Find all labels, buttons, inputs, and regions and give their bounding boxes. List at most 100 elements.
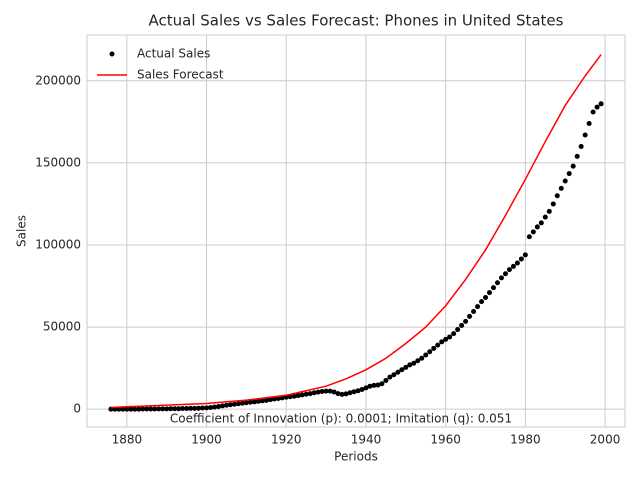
data-point (558, 185, 564, 191)
y-tick-label: 150000 (35, 155, 81, 169)
data-point (411, 360, 417, 366)
data-point (160, 406, 166, 412)
data-point (331, 389, 337, 395)
data-point (176, 406, 182, 412)
data-point (219, 403, 225, 409)
data-point (231, 401, 237, 407)
data-point (144, 406, 150, 412)
annotation: Coefficient of Innovation (p): 0.0001; I… (170, 412, 512, 426)
data-point (514, 260, 520, 266)
x-tick-label: 1880 (112, 433, 143, 447)
data-point (156, 406, 162, 412)
data-point (443, 336, 449, 342)
y-tick-label: 100000 (35, 237, 81, 251)
data-point (216, 404, 222, 410)
data-point (343, 391, 349, 397)
data-point (212, 404, 218, 410)
data-point (594, 104, 600, 110)
data-point (148, 406, 154, 412)
data-point (526, 234, 532, 240)
data-point (542, 214, 548, 220)
data-point (311, 390, 317, 396)
data-point (379, 381, 385, 387)
data-point (502, 271, 508, 277)
data-point (407, 362, 413, 368)
data-point (387, 374, 393, 380)
data-point (132, 406, 138, 412)
data-point (140, 406, 146, 412)
data-point (498, 275, 504, 281)
data-point (235, 401, 241, 407)
data-point (227, 402, 233, 408)
data-point (506, 267, 512, 273)
data-point (347, 390, 353, 396)
x-tick-label: 1900 (191, 433, 222, 447)
data-point (299, 392, 305, 398)
data-point (339, 391, 345, 397)
y-axis-label: Sales (15, 215, 29, 247)
data-point (180, 406, 186, 412)
plot-frame (86, 34, 626, 428)
data-point (427, 349, 433, 355)
data-point (303, 391, 309, 397)
x-tick-label: 2000 (590, 433, 621, 447)
data-point (319, 388, 325, 394)
data-point (204, 405, 210, 411)
data-point (423, 352, 429, 358)
data-point (295, 393, 301, 399)
data-point (447, 334, 453, 340)
data-point (598, 101, 604, 107)
data-point (534, 224, 540, 230)
x-tick-label: 1920 (271, 433, 302, 447)
data-point (359, 386, 365, 392)
data-point (431, 345, 437, 351)
data-point (275, 396, 281, 402)
data-point (263, 397, 269, 403)
data-point (120, 406, 126, 412)
data-point (439, 339, 445, 345)
data-point (172, 406, 178, 412)
legend-label: Actual Sales (137, 47, 210, 61)
data-point (192, 405, 198, 411)
data-point (546, 208, 552, 214)
data-point (315, 389, 321, 395)
data-point (403, 364, 409, 370)
y-tick-label: 0 (73, 402, 81, 416)
data-point (255, 398, 261, 404)
data-point (327, 388, 333, 394)
data-point (475, 304, 481, 310)
data-point (124, 406, 130, 412)
data-point (590, 109, 596, 115)
data-point (259, 398, 265, 404)
data-point (391, 372, 397, 378)
data-point (271, 396, 277, 402)
data-point (399, 367, 405, 373)
data-point (562, 178, 568, 184)
y-tick-label: 200000 (35, 73, 81, 87)
data-point (196, 405, 202, 411)
data-point (335, 391, 341, 397)
data-point (415, 358, 421, 364)
data-point (451, 331, 457, 337)
forecast-line (110, 54, 602, 409)
data-point (467, 313, 473, 319)
data-point (208, 405, 214, 411)
data-point (323, 388, 329, 394)
data-point (586, 120, 592, 126)
data-point (570, 163, 576, 169)
data-point (375, 382, 381, 388)
data-point (184, 406, 190, 412)
data-point (247, 399, 253, 405)
data-point (351, 389, 357, 395)
data-point (522, 252, 528, 258)
legend-marker (109, 51, 115, 57)
data-point (550, 201, 556, 207)
data-point (419, 355, 425, 361)
data-point (355, 388, 361, 394)
data-point (251, 399, 257, 405)
data-point (136, 406, 142, 412)
x-tick-label: 1940 (351, 433, 382, 447)
data-point (267, 397, 273, 403)
data-point (530, 229, 536, 235)
data-point (494, 280, 500, 286)
